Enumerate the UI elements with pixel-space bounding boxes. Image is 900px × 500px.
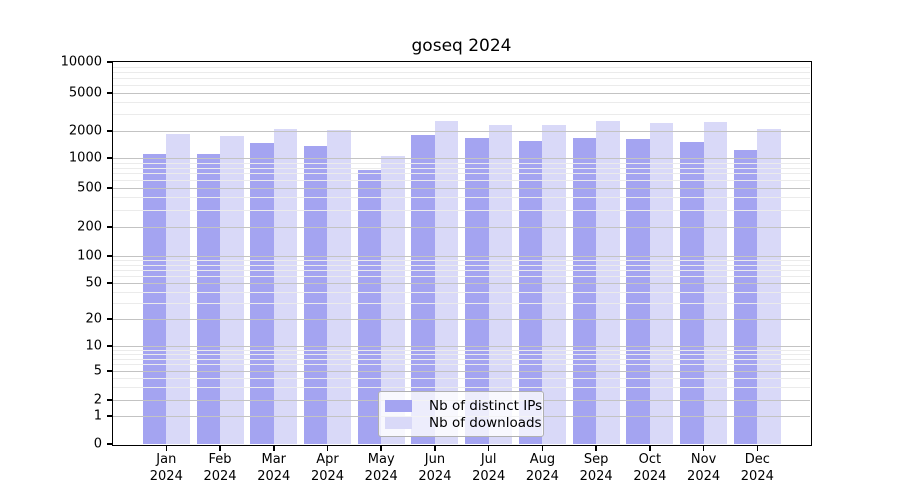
x-axis-tick-label-apr: Apr 2024 bbox=[310, 452, 345, 484]
legend: Nb of distinct IPs Nb of downloads bbox=[378, 391, 544, 437]
y-axis-tick-label-5000: 5000 bbox=[68, 85, 102, 101]
x-tick-apr bbox=[326, 445, 329, 451]
legend-swatch-downloads bbox=[385, 416, 412, 429]
y-axis-tick-label-2000: 2000 bbox=[68, 123, 102, 139]
y-axis-tick-label-1: 1 bbox=[93, 408, 102, 424]
x-axis-tick-label-nov: Nov 2024 bbox=[687, 452, 721, 484]
x-axis-tick-label-jun: Jun 2024 bbox=[418, 452, 452, 484]
x-axis-tick-label-oct: Oct 2024 bbox=[633, 452, 667, 484]
y-axis-tick-label-10000: 10000 bbox=[60, 54, 102, 70]
x-axis-tick-label-mar: Mar 2024 bbox=[257, 452, 291, 484]
y-axis-tick-label-500: 500 bbox=[77, 180, 102, 196]
y-axis-tick-label-1000: 1000 bbox=[68, 150, 102, 166]
x-axis-tick-label-jan: Jan 2024 bbox=[149, 452, 183, 484]
legend-label-downloads: Nb of downloads bbox=[429, 414, 542, 431]
x-tick-dec bbox=[756, 445, 759, 451]
y-axis-tick-label-200: 200 bbox=[77, 219, 102, 235]
y-axis-tick-label-100: 100 bbox=[77, 248, 102, 264]
legend-swatch-distinct-ips bbox=[385, 399, 412, 412]
x-tick-aug bbox=[541, 445, 544, 451]
x-axis-tick-label-sep: Sep 2024 bbox=[579, 452, 613, 484]
x-axis-tick-label-aug: Aug 2024 bbox=[525, 452, 559, 484]
x-tick-nov bbox=[702, 445, 705, 451]
y-axis-tick-label-20: 20 bbox=[85, 311, 102, 327]
y-axis-tick-label-0: 0 bbox=[93, 436, 102, 452]
x-tick-oct bbox=[649, 445, 651, 451]
y-axis-tick-label-50: 50 bbox=[85, 275, 102, 291]
x-tick-feb bbox=[219, 445, 221, 451]
x-tick-jun bbox=[434, 445, 436, 451]
plot-area bbox=[111, 60, 812, 446]
x-axis-tick-label-dec: Dec 2024 bbox=[740, 452, 774, 484]
y-axis-tick-label-10: 10 bbox=[85, 338, 102, 354]
legend-item-distinct-ips: Nb of distinct IPs bbox=[385, 397, 542, 414]
y-axis-tick-label-2: 2 bbox=[93, 392, 102, 408]
x-tick-jul bbox=[487, 445, 490, 451]
chart-title: goseq 2024 bbox=[411, 36, 512, 56]
x-axis-tick-label-jul: Jul 2024 bbox=[472, 452, 506, 484]
x-tick-may bbox=[380, 445, 382, 451]
x-tick-mar bbox=[273, 445, 275, 451]
x-tick-jan bbox=[165, 445, 168, 451]
y-axis-tick-label-5: 5 bbox=[93, 363, 102, 379]
x-tick-sep bbox=[595, 445, 597, 451]
legend-label-distinct-ips: Nb of distinct IPs bbox=[429, 397, 543, 414]
legend-item-downloads: Nb of downloads bbox=[385, 414, 542, 431]
x-axis-tick-label-feb: Feb 2024 bbox=[203, 452, 237, 484]
x-axis-tick-label-may: May 2024 bbox=[364, 452, 398, 484]
